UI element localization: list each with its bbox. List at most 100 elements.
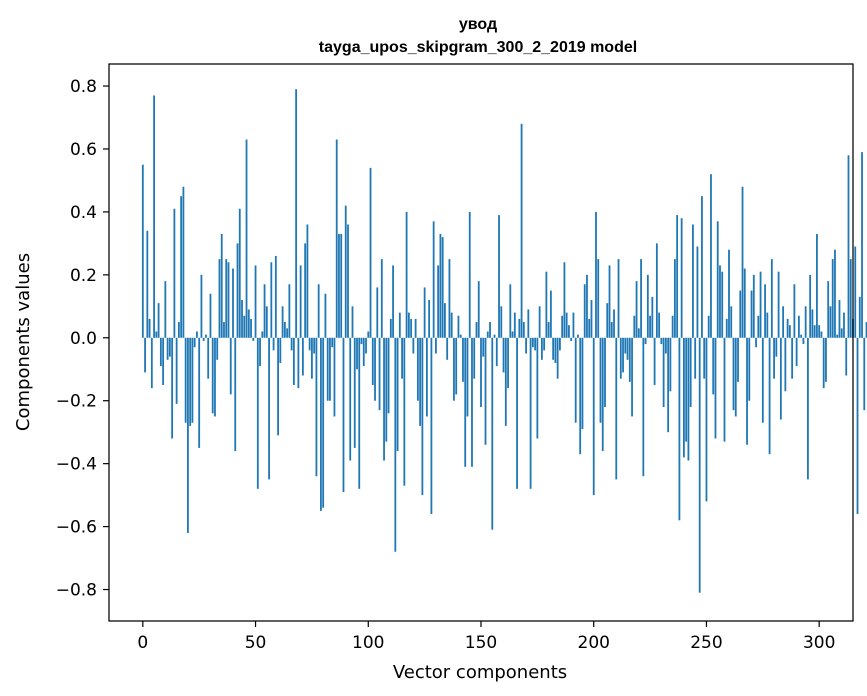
bar-289 xyxy=(793,284,796,338)
y-tick-label: −0.4 xyxy=(56,455,97,475)
bar-57 xyxy=(270,262,273,338)
bar-283 xyxy=(779,337,782,420)
bar-177 xyxy=(540,337,543,360)
bar-258 xyxy=(723,337,726,442)
bar-83 xyxy=(329,337,331,401)
bar-56 xyxy=(268,337,270,480)
bar-73 xyxy=(306,224,309,338)
bar-107 xyxy=(383,337,385,461)
bar-98 xyxy=(362,337,365,367)
bar-47 xyxy=(247,309,250,338)
bar-62 xyxy=(281,306,284,338)
bar-215 xyxy=(626,337,629,360)
bar-64 xyxy=(286,328,289,338)
bar-259 xyxy=(725,318,728,338)
bar-290 xyxy=(795,337,798,367)
bar-5 xyxy=(153,95,155,338)
bar-118 xyxy=(407,312,410,338)
bar-234 xyxy=(669,337,672,392)
bar-201 xyxy=(595,211,597,338)
bar-148 xyxy=(475,322,478,338)
bar-281 xyxy=(775,337,778,357)
bar-25 xyxy=(198,337,201,448)
bar-213 xyxy=(622,337,624,373)
bar-191 xyxy=(572,312,575,338)
bar-150 xyxy=(480,337,482,408)
bar-195 xyxy=(581,337,584,430)
bar-78 xyxy=(317,284,320,338)
bar-246 xyxy=(696,246,699,338)
bar-37 xyxy=(225,259,228,338)
bar-272 xyxy=(755,337,757,348)
bar-84 xyxy=(331,337,334,348)
bar-20 xyxy=(187,337,189,533)
bar-174 xyxy=(534,337,537,351)
bar-80 xyxy=(322,337,325,508)
bar-198 xyxy=(588,318,591,338)
bar-319 xyxy=(861,152,863,338)
bar-280 xyxy=(773,337,775,379)
bar-173 xyxy=(531,337,534,348)
bar-299 xyxy=(816,233,818,338)
bar-286 xyxy=(786,318,789,338)
bar-1 xyxy=(144,337,146,373)
bar-274 xyxy=(759,271,762,338)
bar-308 xyxy=(836,334,839,338)
bar-45 xyxy=(243,315,246,338)
bar-32 xyxy=(214,337,216,417)
bar-292 xyxy=(800,334,803,338)
bar-16 xyxy=(177,322,180,338)
bar-303 xyxy=(825,337,827,382)
bar-287 xyxy=(788,325,791,338)
bar-69 xyxy=(297,337,300,389)
bar-298 xyxy=(813,325,816,338)
bar-187 xyxy=(563,262,566,338)
bar-320 xyxy=(863,337,866,411)
bar-60 xyxy=(277,337,279,436)
bar-276 xyxy=(764,284,766,338)
bar-30 xyxy=(209,293,212,338)
bar-95 xyxy=(356,337,358,370)
x-tick-label: 300 xyxy=(803,633,835,653)
bar-134 xyxy=(444,303,446,338)
bar-284 xyxy=(782,306,785,338)
bar-305 xyxy=(829,306,832,338)
bar-205 xyxy=(604,337,606,408)
bar-250 xyxy=(705,337,708,502)
bar-170 xyxy=(525,337,527,354)
bar-115 xyxy=(401,337,403,379)
bar-226 xyxy=(651,296,654,338)
bar-159 xyxy=(500,306,503,338)
bar-9 xyxy=(162,337,165,385)
bar-72 xyxy=(304,243,307,338)
bar-252 xyxy=(710,174,712,338)
bar-167 xyxy=(518,318,521,338)
bar-133 xyxy=(441,237,444,338)
bar-2 xyxy=(146,230,149,338)
bar-288 xyxy=(791,337,794,379)
bar-251 xyxy=(707,315,710,338)
bar-36 xyxy=(223,322,225,338)
bar-197 xyxy=(586,274,588,338)
bar-129 xyxy=(432,221,435,338)
bar-23 xyxy=(193,337,196,348)
bar-301 xyxy=(820,331,823,338)
x-tick-label: 250 xyxy=(690,633,722,653)
bar-271 xyxy=(752,274,755,338)
bar-110 xyxy=(389,318,392,338)
bar-29 xyxy=(207,337,210,379)
bar-22 xyxy=(191,337,194,423)
bar-96 xyxy=(358,337,361,489)
y-tick-label: 0.2 xyxy=(70,266,97,286)
bar-12 xyxy=(168,337,171,357)
bar-139 xyxy=(455,337,458,395)
bar-186 xyxy=(561,315,564,338)
bars-group xyxy=(141,89,867,593)
bar-13 xyxy=(171,337,174,439)
bar-190 xyxy=(570,337,573,341)
bar-189 xyxy=(568,325,570,338)
bar-124 xyxy=(421,337,424,496)
y-tick-label: −0.6 xyxy=(56,518,97,538)
bar-101 xyxy=(369,167,372,338)
bar-97 xyxy=(360,337,363,345)
